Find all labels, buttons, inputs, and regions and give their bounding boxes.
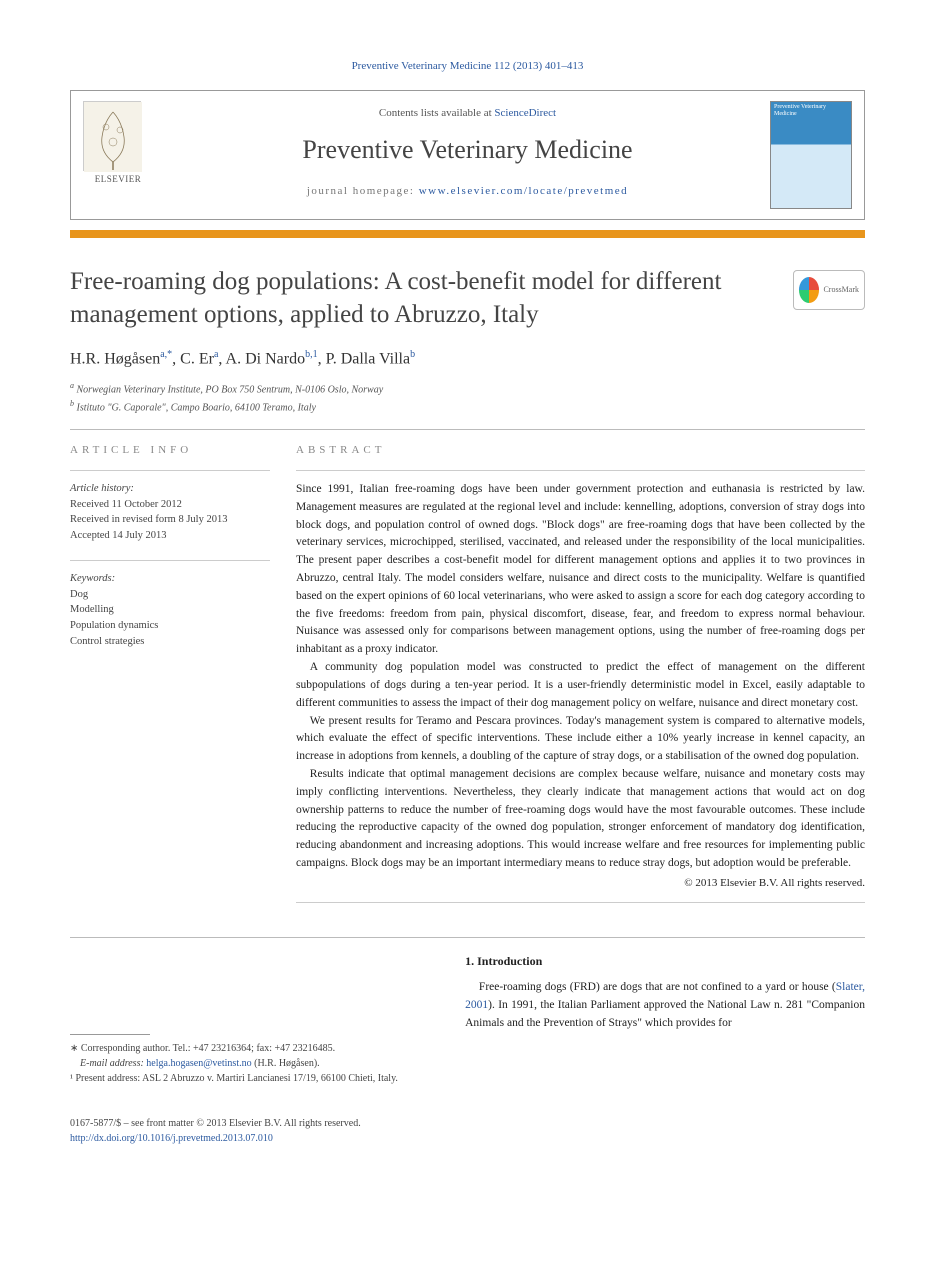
keyword-3: Population dynamics [70,618,270,634]
history-accepted: Accepted 14 July 2013 [70,528,270,544]
keywords-list: Dog Modelling Population dynamics Contro… [70,587,270,650]
introduction-column: 1. Introduction Free-roaming dogs (FRD) … [465,954,865,1146]
article-title: Free-roaming dog populations: A cost-ben… [70,266,865,331]
homepage-prefix: journal homepage: [307,185,419,197]
elsevier-label: ELSEVIER [83,174,153,184]
keywords-block: Keywords: Dog Modelling Population dynam… [70,571,270,650]
intro-pre: Free-roaming dogs (FRD) are dogs that ar… [479,981,836,993]
abstract-p1: Since 1991, Italian free-roaming dogs ha… [296,481,865,659]
journal-homepage-line: journal homepage: www.elsevier.com/locat… [83,185,852,197]
footnotes: ∗ Corresponding author. Tel.: +47 232163… [70,1034,439,1086]
abstract-p2: A community dog population model was con… [296,659,865,712]
doi-link[interactable]: http://dx.doi.org/10.1016/j.prevetmed.20… [70,1133,273,1144]
abstract-p3: We present results for Teramo and Pescar… [296,713,865,766]
crossmark-icon [799,277,819,303]
introduction-text: Free-roaming dogs (FRD) are dogs that ar… [465,979,865,1032]
abstract-text: Since 1991, Italian free-roaming dogs ha… [296,481,865,892]
author-2: C. Er [180,350,214,367]
history-label: Article history: [70,481,270,497]
article-history: Article history: Received 11 October 201… [70,481,270,544]
contents-available-line: Contents lists available at ScienceDirec… [83,107,852,119]
crossmark-badge[interactable]: CrossMark [793,270,865,310]
intro-post: ). In 1991, the Italian Parliament appro… [465,999,865,1029]
issn-line: 0167-5877/$ – see front matter © 2013 El… [70,1116,439,1131]
author-4: P. Dalla Villa [326,350,411,367]
article-info-label: ARTICLE INFO [70,444,270,456]
email-suffix: (H.R. Høgåsen). [252,1058,320,1069]
journal-cover-thumbnail[interactable]: Preventive Veterinary Medicine [770,101,852,209]
divider-bottom [70,937,865,938]
affiliation-a: Norwegian Veterinary Institute, PO Box 7… [77,385,384,396]
present-address: ¹ Present address: ASL 2 Abruzzo v. Mart… [70,1071,439,1086]
abstract-divider [296,470,865,471]
abstract-p4: Results indicate that optimal management… [296,766,865,873]
info-divider-2 [70,560,270,561]
footer-block: 0167-5877/$ – see front matter © 2013 El… [70,1116,439,1146]
footnote-divider [70,1034,150,1035]
keyword-4: Control strategies [70,634,270,650]
copyright-line: © 2013 Elsevier B.V. All rights reserved… [296,875,865,892]
sciencedirect-link[interactable]: ScienceDirect [494,107,556,119]
keyword-2: Modelling [70,602,270,618]
email-label: E-mail address: [80,1058,146,1069]
introduction-heading: 1. Introduction [465,954,865,969]
abstract-divider-bottom [296,902,865,903]
elsevier-logo[interactable]: ELSEVIER [83,101,153,191]
cover-title: Preventive Veterinary Medicine [771,102,851,119]
article-info-column: ARTICLE INFO Article history: Received 1… [70,444,270,913]
abstract-label: ABSTRACT [296,444,865,456]
elsevier-tree-icon [83,101,141,171]
abstract-column: ABSTRACT Since 1991, Italian free-roamin… [296,444,865,913]
author-4-aff: b [410,349,415,360]
keyword-1: Dog [70,587,270,603]
info-divider-1 [70,470,270,471]
author-2-aff: a [214,349,218,360]
author-1-mark: * [167,349,172,360]
corresponding-author: ∗ Corresponding author. Tel.: +47 232163… [70,1041,439,1056]
history-received: Received 11 October 2012 [70,497,270,513]
email-line: E-mail address: helga.hogasen@vetinst.no… [70,1056,439,1071]
author-3: A. Di Nardo [226,350,306,367]
contents-prefix: Contents lists available at [379,107,494,119]
article-title-text: Free-roaming dog populations: A cost-ben… [70,268,721,328]
journal-reference: Preventive Veterinary Medicine 112 (2013… [70,60,865,72]
journal-header-box: ELSEVIER Contents lists available at Sci… [70,90,865,220]
orange-divider-bar [70,230,865,238]
author-1: H.R. Høgåsen [70,350,160,367]
author-3-aff: b,1 [305,349,318,360]
keywords-label: Keywords: [70,571,270,587]
affiliation-b: Istituto "G. Caporale", Campo Boario, 64… [77,402,316,413]
journal-name: Preventive Veterinary Medicine [83,135,852,165]
history-revised: Received in revised form 8 July 2013 [70,512,270,528]
affiliations: a Norwegian Veterinary Institute, PO Box… [70,380,865,415]
journal-homepage-link[interactable]: www.elsevier.com/locate/prevetmed [419,185,628,197]
divider-top [70,429,865,430]
journal-ref-link[interactable]: Preventive Veterinary Medicine 112 (2013… [352,60,584,72]
authors-line: H.R. Høgåsena,*, C. Era, A. Di Nardob,1,… [70,349,865,368]
email-link[interactable]: helga.hogasen@vetinst.no [146,1058,251,1069]
footnotes-column: ∗ Corresponding author. Tel.: +47 232163… [70,954,439,1146]
crossmark-label: CrossMark [823,285,859,295]
